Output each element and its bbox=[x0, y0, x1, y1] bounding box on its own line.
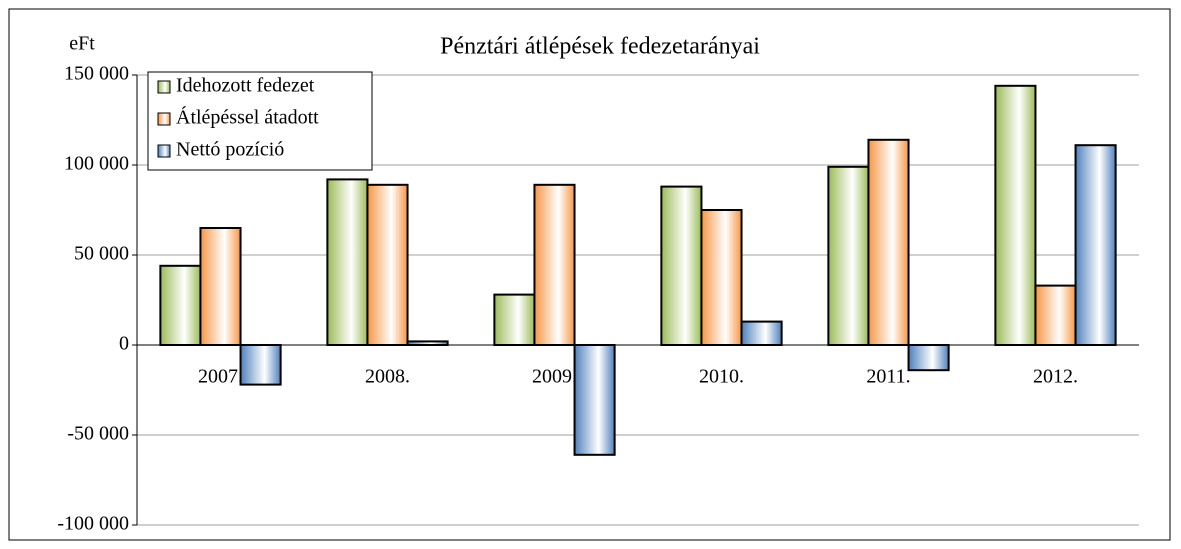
y-tick-label: 100 000 bbox=[64, 153, 129, 175]
legend-label: Nettó pozíció bbox=[176, 139, 284, 161]
y-tick-label: 150 000 bbox=[64, 63, 129, 85]
x-tick-label: 2007. bbox=[198, 366, 243, 388]
legend-label: Átlépéssel átadott bbox=[176, 106, 319, 129]
bar bbox=[867, 138, 910, 346]
bar bbox=[573, 344, 616, 456]
x-tick-label: 2011. bbox=[866, 366, 910, 388]
legend-swatch bbox=[157, 144, 171, 158]
x-tick-label: 2012. bbox=[1033, 366, 1078, 388]
bar bbox=[406, 340, 449, 346]
bar bbox=[533, 183, 576, 346]
bar bbox=[159, 264, 202, 346]
chart-title: Pénztári átlépések fedezetarányai bbox=[440, 34, 760, 60]
x-tick-label: 2009. bbox=[532, 366, 577, 388]
x-tick-label: 2010. bbox=[699, 366, 744, 388]
legend-box bbox=[147, 71, 373, 171]
bar bbox=[740, 320, 783, 347]
bar bbox=[239, 344, 282, 386]
bar bbox=[493, 293, 536, 347]
bar bbox=[1074, 144, 1117, 346]
bar bbox=[366, 183, 409, 346]
x-tick-label: 2008. bbox=[365, 366, 410, 388]
bar bbox=[994, 84, 1037, 347]
bar bbox=[660, 185, 703, 346]
bar bbox=[827, 165, 870, 346]
legend-label: Idehozott fedezet bbox=[176, 75, 315, 97]
y-axis-label: eFt bbox=[69, 33, 95, 55]
bar bbox=[199, 227, 242, 346]
y-tick-label: 50 000 bbox=[74, 243, 129, 265]
bar bbox=[1034, 284, 1077, 347]
y-tick-label: 0 bbox=[119, 333, 129, 355]
bar bbox=[700, 209, 743, 346]
y-tick-label: -100 000 bbox=[57, 513, 129, 535]
legend: Idehozott fedezet Átlépéssel átadott Nettó… bbox=[147, 71, 373, 171]
y-tick-label: -50 000 bbox=[67, 423, 129, 445]
legend-swatch bbox=[157, 80, 171, 94]
bar bbox=[907, 344, 950, 372]
bar bbox=[326, 178, 369, 346]
legend-swatch bbox=[157, 112, 171, 126]
